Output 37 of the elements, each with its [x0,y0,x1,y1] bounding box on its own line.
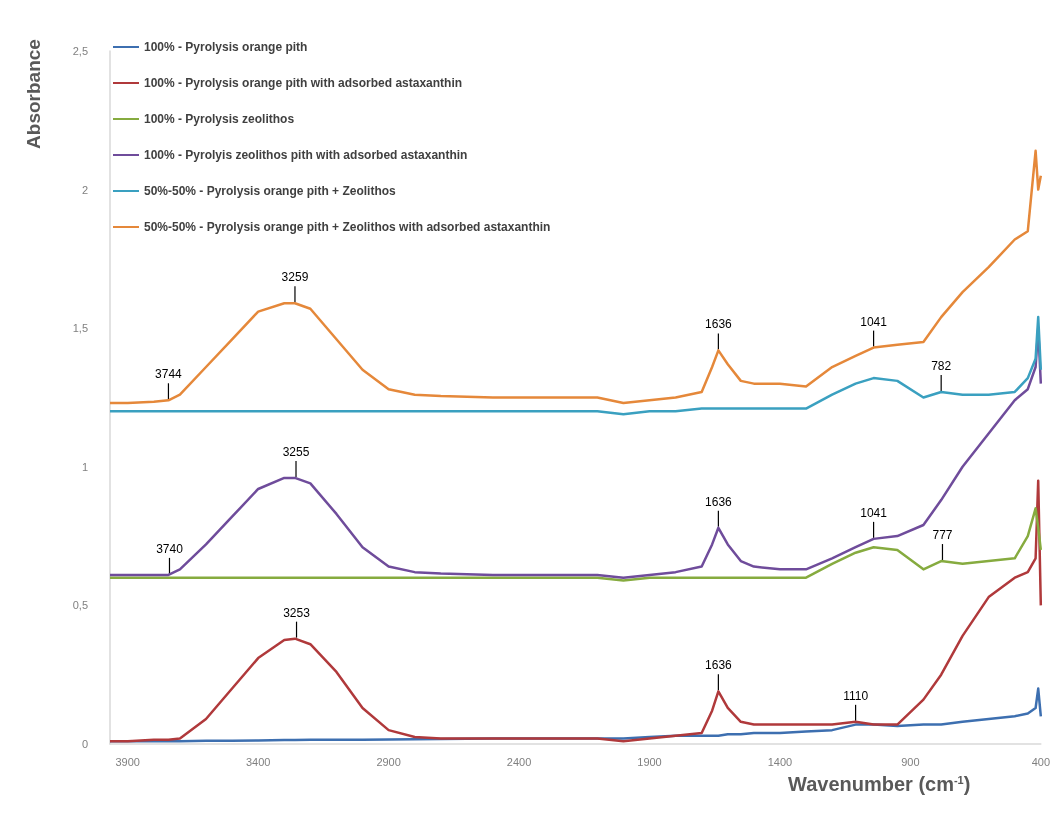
x-tick-label: 2400 [506,755,532,768]
annotation: 1041 [860,314,888,329]
legend-label: 100% - Pyrolyis zeolithos pith with adsorbed astaxanthin [144,148,468,162]
x-tick-label: 3400 [245,755,271,768]
line-series [108,315,1043,416]
line-series [108,507,1043,582]
x-tick-label: 1400 [767,755,793,768]
y-tick-label: 0,5 [72,599,88,612]
y-tick-label: 1 [81,460,88,473]
y-tick-label: 1,5 [72,322,88,335]
x-tick-label: 3900 [115,755,140,768]
y-tick-label: 2 [81,183,88,196]
legend-label: 100% - Pyrolysis zeolithos [144,112,295,126]
annotation: 3255 [282,444,310,459]
x-tick-label: 900 [901,755,920,768]
annotation: 3744 [155,367,183,382]
line-series [108,149,1043,405]
legend-label: 100% - Pyrolysis orange pith [144,40,308,54]
annotation: 3259 [281,270,309,285]
x-tick-label: 400 [1031,755,1050,768]
y-axis-title: Absorbance [23,39,44,149]
annotation: 1636 [705,658,733,673]
annotation: 1636 [705,317,733,332]
annotation: 1636 [705,494,733,509]
legend-label: 50%-50% - Pyrolysis orange pith + Zeolithos [144,184,397,198]
annotation: 3740 [156,541,184,556]
annotation: 3253 [283,605,311,620]
y-tick-label: 2,5 [72,45,88,57]
annotation: 1110 [843,688,869,703]
annotation: 1041 [860,505,888,520]
x-tick-label: 2900 [376,755,401,768]
annotation: 782 [931,358,952,373]
legend-label: 100% - Pyrolysis orange pith with adsorbed astaxanthin [144,76,463,90]
annotation: 777 [932,528,953,543]
legend-label: 50%-50% - Pyrolysis orange pith + Zeolithos with adsorbed astaxanthin [144,220,551,234]
y-tick-label: 0 [81,738,88,750]
x-tick-label: 1900 [637,755,662,768]
